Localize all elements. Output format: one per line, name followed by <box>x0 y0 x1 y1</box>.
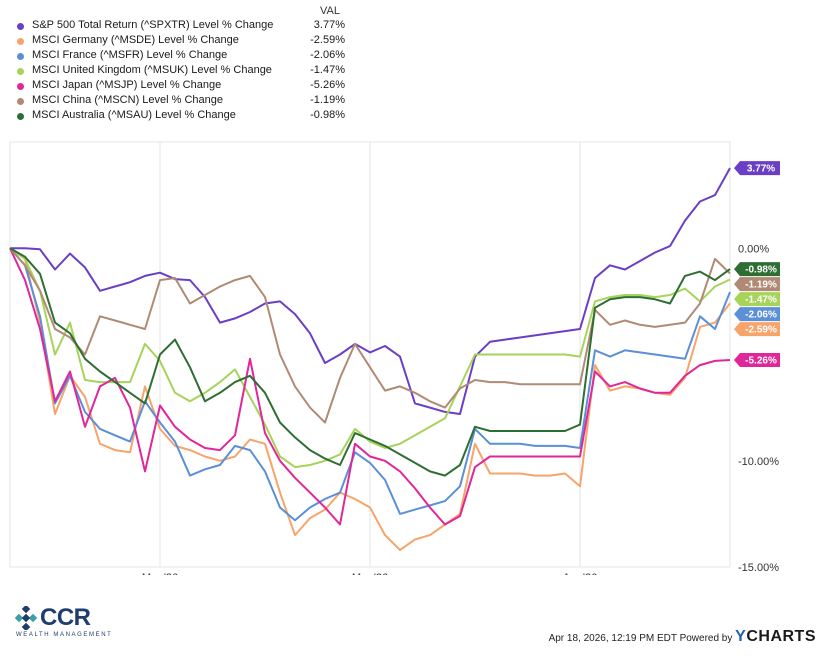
end-value-label: 3.77% <box>747 164 775 175</box>
end-value-label: -0.98% <box>745 265 777 276</box>
ycharts-logo-y: Y <box>735 628 747 645</box>
ccr-logo-icon <box>14 606 38 630</box>
legend-item[interactable]: MSCI Australia (^MSAU) Level % Change -0.… <box>0 109 345 124</box>
legend-item[interactable]: MSCI Japan (^MSJP) Level % Change -5.26% <box>0 79 345 94</box>
legend-item-value: -2.59% <box>310 34 345 46</box>
legend-item[interactable]: MSCI France (^MSFR) Level % Change -2.06% <box>0 49 345 64</box>
end-value-label: -1.47% <box>745 295 777 306</box>
series-line <box>9 247 731 469</box>
company-logo: CCR WEALTH MANAGEMENT <box>14 604 124 640</box>
series-line <box>9 247 731 477</box>
legend-item-value: -1.19% <box>310 94 345 106</box>
series-line <box>9 247 731 551</box>
x-tick-label: Mar '26 <box>142 572 178 575</box>
end-value-flag <box>734 322 780 337</box>
end-value-label: -2.59% <box>745 325 777 336</box>
logo-subtitle: WEALTH MANAGEMENT <box>16 632 113 638</box>
end-value-flag <box>734 353 780 368</box>
legend-dot-icon <box>17 53 24 60</box>
legend-dot-icon <box>17 83 24 90</box>
legend-value-header: VAL <box>320 5 340 17</box>
legend-item-name: S&P 500 Total Return (^SPXTR) Level % Ch… <box>32 19 274 31</box>
legend-item[interactable]: S&P 500 Total Return (^SPXTR) Level % Ch… <box>0 19 345 34</box>
end-value-flag <box>734 307 780 322</box>
y-tick-label: -10.00% <box>738 456 779 468</box>
end-value-label: -5.26% <box>745 356 777 367</box>
x-tick-label: Apr '26 <box>563 572 598 575</box>
legend-item-value: -2.06% <box>310 49 345 61</box>
legend-item-name: MSCI Germany (^MSDE) Level % Change <box>32 34 239 46</box>
end-value-flag <box>734 292 780 307</box>
legend-item-name: MSCI Australia (^MSAU) Level % Change <box>32 109 236 121</box>
legend-item[interactable]: MSCI Germany (^MSDE) Level % Change -2.59… <box>0 34 345 49</box>
series-line <box>9 247 731 522</box>
legend-dot-icon <box>17 113 24 120</box>
footer-timestamp: Apr 18, 2026, 12:19 PM EDT Powered by <box>548 633 733 644</box>
series-line <box>10 167 731 415</box>
legend-dot-icon <box>17 98 24 105</box>
legend-item-name: MSCI Japan (^MSJP) Level % Change <box>32 79 222 91</box>
ycharts-logo-text: CHARTS <box>746 628 816 645</box>
end-value-flag <box>734 277 780 292</box>
end-value-flag <box>734 161 780 176</box>
legend-dot-icon <box>17 38 24 45</box>
legend-item-name: MSCI United Kingdom (^MSUK) Level % Chan… <box>32 64 272 76</box>
end-value-label: -1.19% <box>745 280 777 291</box>
series-line <box>9 247 731 424</box>
legend-item-name: MSCI France (^MSFR) Level % Change <box>32 49 228 61</box>
series-line <box>9 247 731 526</box>
legend-item[interactable]: MSCI China (^MSCN) Level % Change -1.19% <box>0 94 345 109</box>
end-value-label: -2.06% <box>745 310 777 321</box>
y-tick-label: -15.00% <box>738 562 779 574</box>
ycharts-logo[interactable]: YCHARTS <box>735 628 816 645</box>
line-chart: Mar '26 Mar '26 Apr '26 0.00% -10.00% -15.00%… <box>9 141 780 575</box>
legend-item-value: -0.98% <box>310 109 345 121</box>
legend-dot-icon <box>17 68 24 75</box>
legend-item-value: 3.77% <box>313 19 345 31</box>
end-value-flag <box>734 262 780 277</box>
footer: Apr 18, 2026, 12:19 PM EDT Powered by YC… <box>549 628 816 646</box>
legend-item-value: -5.26% <box>310 79 345 91</box>
legend-item-name: MSCI China (^MSCN) Level % Change <box>32 94 224 106</box>
legend-dot-icon <box>17 23 24 30</box>
x-tick-label: Mar '26 <box>352 572 388 575</box>
legend-item[interactable]: MSCI United Kingdom (^MSUK) Level % Chan… <box>0 64 345 79</box>
logo-text: CCR <box>40 604 91 631</box>
legend-item-value: -1.47% <box>310 64 345 76</box>
y-tick-label: 0.00% <box>738 243 769 255</box>
